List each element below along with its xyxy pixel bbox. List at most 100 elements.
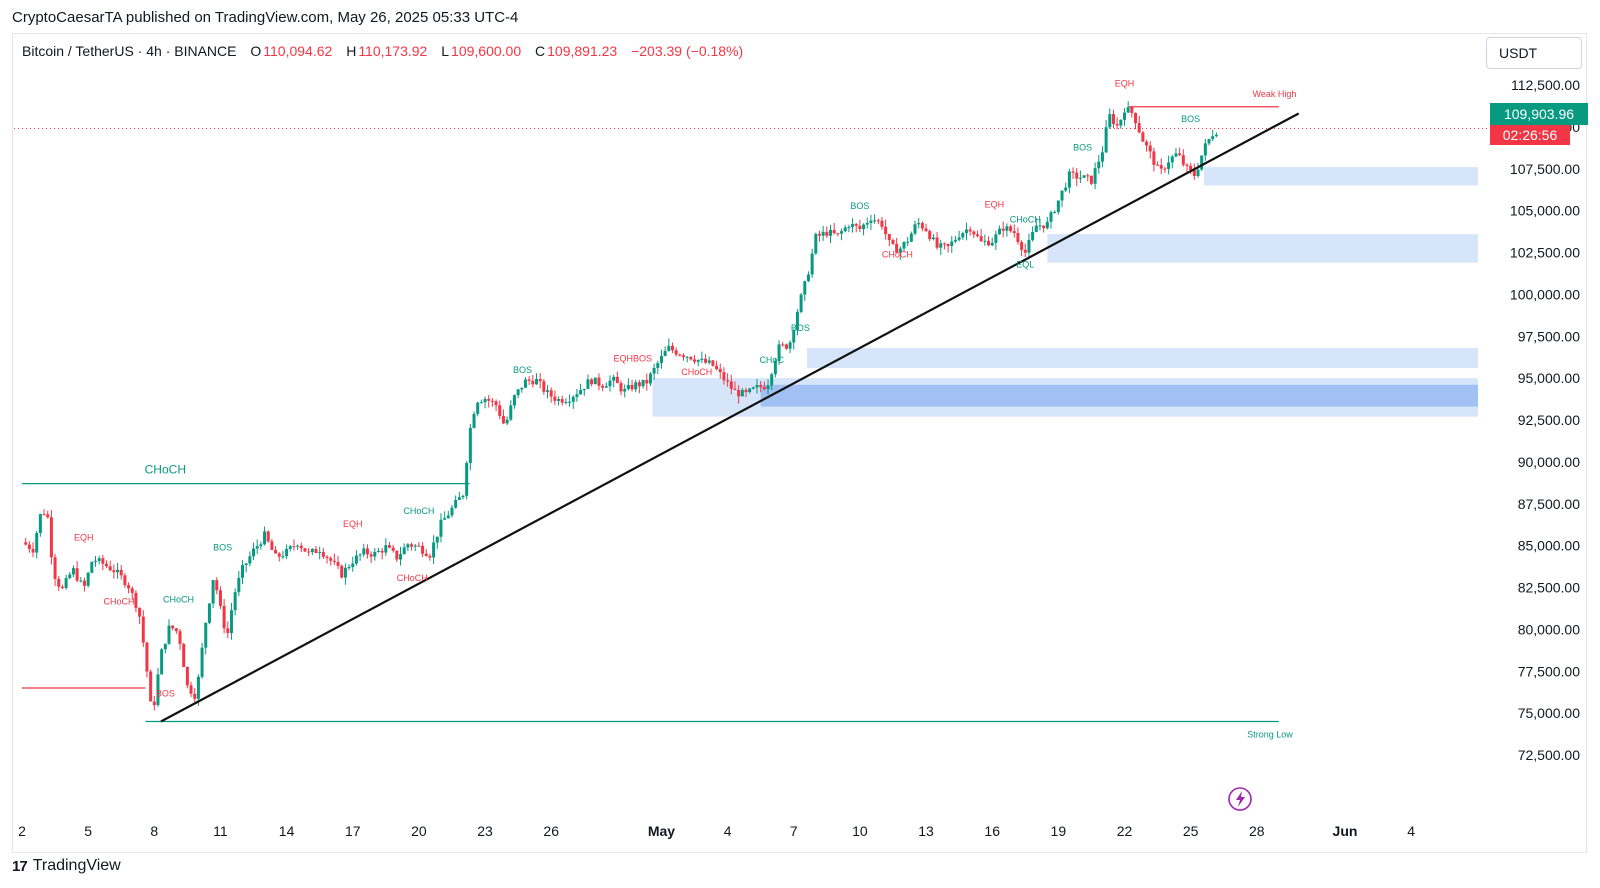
candle-body [715, 365, 719, 369]
tradingview-footer[interactable]: 17 TradingView [12, 857, 121, 875]
candle-body [163, 643, 167, 650]
candle-body [553, 396, 557, 401]
tradingview-logo-icon: 17 [12, 857, 28, 875]
price-axis[interactable]: 112,500.00110,000.00107,500.00105,000.00… [1510, 77, 1580, 763]
candles-layer [24, 101, 1218, 711]
candle-body [461, 495, 465, 498]
structure-label: CHoCH [1010, 214, 1041, 224]
candle-body [215, 580, 219, 591]
price-tick-label: 77,500.00 [1518, 663, 1580, 679]
candle-body [795, 312, 799, 331]
time-tick-label: 4 [724, 823, 732, 839]
time-tick-label: 26 [543, 823, 559, 839]
candle-body [777, 344, 781, 361]
candle-body [1012, 231, 1016, 234]
candle-body [751, 387, 755, 389]
candle-body [557, 399, 561, 401]
candle-body [1148, 145, 1152, 152]
candle-body [670, 345, 674, 351]
candle-body [380, 550, 384, 553]
candle-body [641, 379, 645, 387]
time-tick-label: 8 [150, 823, 158, 839]
candle-body [648, 373, 652, 384]
price-tick-label: 85,000.00 [1518, 538, 1580, 554]
candle-body [1056, 200, 1060, 212]
candle-body [167, 625, 171, 644]
candle-body [1145, 141, 1149, 146]
lightning-icon[interactable] [1228, 787, 1252, 811]
candle-body [119, 569, 123, 576]
price-badge-bg [1490, 103, 1588, 125]
candle-body [942, 243, 946, 245]
candle-body [1104, 127, 1108, 153]
time-tick-label: 28 [1249, 823, 1265, 839]
candle-body [935, 237, 939, 248]
currency-button[interactable]: USDT [1486, 37, 1582, 69]
candle-body [1167, 162, 1171, 169]
candle-body [1192, 169, 1196, 177]
candle-body [832, 229, 836, 234]
candle-body [149, 671, 153, 702]
structure-label: CHoCH [163, 595, 194, 605]
candle-body [1211, 136, 1215, 140]
close-value: 109,891.23 [547, 43, 618, 59]
time-tick-label: Jun [1333, 823, 1358, 839]
candle-body [340, 565, 344, 578]
candle-body [358, 554, 362, 556]
candle-body [310, 548, 314, 552]
candle-body [1067, 171, 1071, 188]
candle-body [79, 580, 83, 582]
candle-body [652, 367, 656, 374]
time-tick-label: May [648, 823, 675, 839]
candle-body [895, 243, 899, 253]
candle-body [1005, 226, 1009, 231]
candle-body [1001, 228, 1005, 231]
candle-body [1093, 168, 1097, 184]
candle-body [46, 514, 50, 518]
candle-body [218, 590, 222, 606]
candle-body [292, 546, 296, 548]
candle-body [560, 399, 564, 403]
candle-body [1089, 175, 1093, 184]
candle-body [1082, 175, 1086, 178]
candle-body [472, 413, 476, 428]
tradingview-brand: TradingView [32, 857, 121, 874]
candle-body [821, 231, 825, 236]
candle-body [182, 643, 186, 668]
time-axis[interactable]: 2 5 8 11 14 17 20 23 26 May 4 7 10 13 16 19 22 25 28 Jun 4 [18, 823, 1415, 839]
candle-body [97, 558, 101, 562]
candle-body [336, 561, 340, 566]
chart-frame [12, 33, 1587, 853]
last-price-label: 109,903.96 [1504, 106, 1574, 122]
candle-body [759, 385, 763, 388]
level-label: Weak High [1253, 89, 1297, 99]
structure-label: BOS [1073, 142, 1092, 152]
trendline [160, 112, 1300, 723]
candle-body [417, 545, 421, 547]
candle-body [873, 220, 877, 222]
candle-body [233, 592, 237, 611]
trendline-layer[interactable] [160, 112, 1300, 723]
candle-body [851, 223, 855, 228]
candle-body [626, 384, 630, 389]
price-tick-label: 80,000.00 [1518, 621, 1580, 637]
open-value: 110,094.62 [263, 43, 333, 59]
candle-body [421, 545, 425, 554]
candle-body [880, 220, 884, 227]
symbol-name[interactable]: Bitcoin / TetherUS · 4h · BINANCE [22, 43, 237, 59]
candle-body [840, 231, 844, 234]
candle-body [909, 233, 913, 242]
price-badge: 109,903.96 02:26:56 [1490, 103, 1588, 145]
candle-body [314, 548, 318, 553]
candle-body [505, 419, 509, 424]
time-tick-label: 11 [213, 823, 228, 839]
candle-body [722, 372, 726, 381]
high-label: H [346, 43, 357, 59]
candle-body [1126, 107, 1130, 113]
candle-body [1159, 165, 1163, 169]
candle-body [1134, 112, 1138, 124]
change-value: −203.39 (−0.18%) [631, 43, 744, 59]
candle-body [593, 377, 597, 385]
candle-body [939, 243, 943, 248]
